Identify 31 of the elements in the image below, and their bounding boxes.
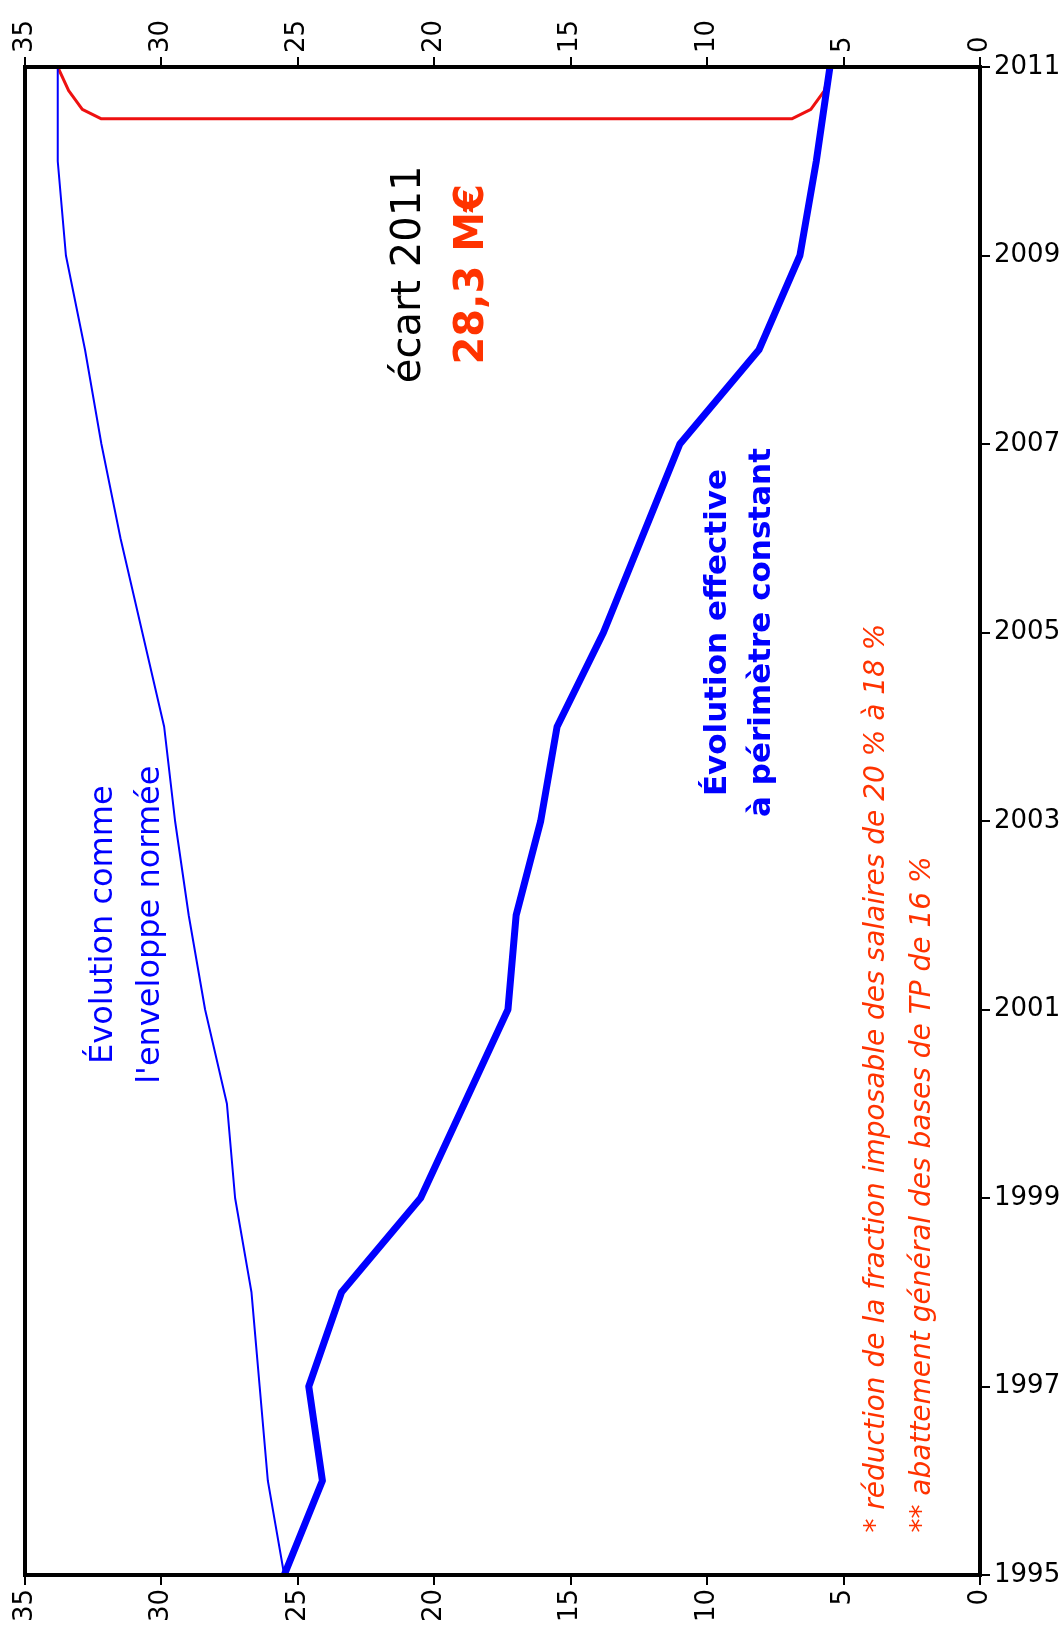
x2-tick-label: 10 xyxy=(689,19,720,53)
x-tick-label: 0 xyxy=(962,1589,993,1606)
x-tick-label: 35 xyxy=(7,1589,38,1623)
annotation: 28,3 M€ xyxy=(445,184,492,365)
x2-tick-label: 15 xyxy=(553,19,584,53)
y-tick-label: 2009 xyxy=(994,238,1060,269)
x-tick-label: 25 xyxy=(280,1589,311,1623)
x-tick-label: 5 xyxy=(826,1589,857,1606)
y-tick-label: 2001 xyxy=(994,992,1060,1023)
x2-tick-label: 35 xyxy=(7,19,38,53)
x-tick-label: 15 xyxy=(553,1589,584,1623)
x-tick-label: 30 xyxy=(144,1589,175,1623)
x2-tick-label: 30 xyxy=(143,19,174,53)
annotation: * réduction de la fraction imposable des salaires de 20 % à 18 % xyxy=(857,623,891,1533)
x2-tick-label: 25 xyxy=(280,19,311,53)
x-tick-label: 10 xyxy=(689,1589,720,1623)
x2-tick-label: 5 xyxy=(826,36,857,53)
text: Évolution effective à périmètre constant xyxy=(697,447,777,817)
x2-tick-label: 20 xyxy=(416,19,447,53)
annotation: ** abattement général des bases de TP de 16 % xyxy=(903,856,937,1533)
y-tick-label: 1999 xyxy=(994,1180,1060,1211)
y-tick-label: 1995 xyxy=(994,1557,1060,1588)
y-tick-label: 2007 xyxy=(994,426,1060,457)
y-tick-label: 2003 xyxy=(994,803,1060,834)
y-tick-label: 2011 xyxy=(994,49,1060,80)
x-tick-label: 20 xyxy=(417,1589,448,1623)
y-tick-label: 1997 xyxy=(994,1369,1060,1400)
annotation: écart 2011 xyxy=(383,165,430,384)
x2-tick-label: 0 xyxy=(962,36,993,53)
y-tick-label: 2005 xyxy=(994,615,1060,646)
text: Évolution comme l'enveloppe normée xyxy=(82,765,167,1084)
